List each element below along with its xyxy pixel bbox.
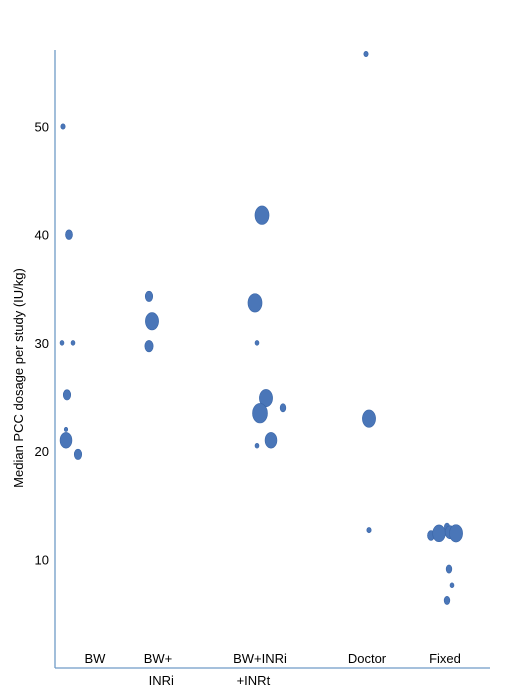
- x-category-label: BW+INRi +INRt: [233, 651, 287, 688]
- data-point: [445, 564, 453, 574]
- y-axis-title: Median PCC dosage per study (IU/kg): [11, 268, 26, 488]
- data-point: [449, 524, 463, 543]
- y-tick-label: 30: [35, 336, 49, 351]
- data-point: [65, 229, 73, 240]
- data-point: [63, 426, 69, 432]
- data-point: [59, 340, 65, 346]
- x-category-label: BW: [85, 651, 107, 666]
- data-point: [363, 51, 369, 58]
- data-point: [60, 123, 66, 130]
- data-point: [264, 432, 278, 449]
- data-point: [366, 527, 372, 534]
- data-point: [254, 442, 260, 449]
- data-point: [62, 389, 72, 401]
- data-point: [254, 340, 260, 346]
- x-category-label: Fixed: [429, 651, 461, 666]
- x-category-label: Doctor: [348, 651, 387, 666]
- data-point: [259, 389, 273, 408]
- data-point: [70, 340, 76, 346]
- data-points: [59, 51, 463, 605]
- x-categories: BW BW+ INRi BW+INRi +INRt Doctor Fixed: [85, 651, 461, 688]
- y-tick-label: 40: [35, 228, 49, 243]
- data-point: [247, 293, 263, 313]
- data-point: [144, 290, 154, 302]
- data-point: [73, 448, 83, 460]
- data-point: [59, 432, 73, 449]
- data-point: [362, 409, 376, 428]
- data-point: [145, 312, 159, 331]
- y-tick-label: 20: [35, 444, 49, 459]
- y-tick-label: 10: [35, 552, 49, 567]
- data-point: [254, 205, 270, 225]
- y-ticks: 10 20 30 40 50: [35, 120, 49, 568]
- data-point: [449, 582, 455, 588]
- data-point: [443, 596, 451, 605]
- data-point: [432, 524, 446, 543]
- data-point: [144, 340, 154, 353]
- x-category-label: BW+ INRi: [144, 651, 174, 688]
- data-point: [252, 403, 268, 424]
- axes: [54, 50, 490, 669]
- data-point: [279, 403, 287, 413]
- y-tick-label: 50: [35, 120, 49, 135]
